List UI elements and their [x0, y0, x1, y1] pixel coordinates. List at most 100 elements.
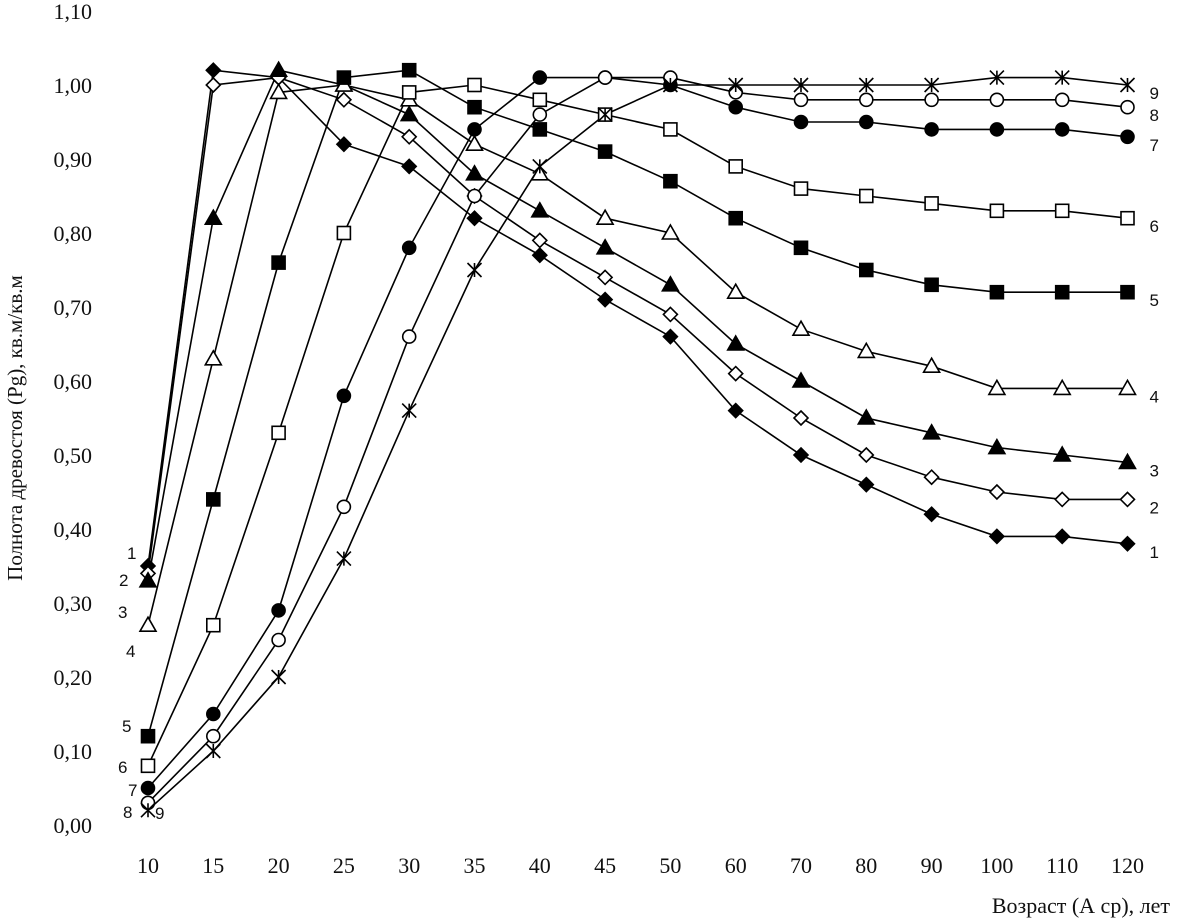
marker-series-5	[140, 728, 156, 744]
marker-series-4	[595, 208, 615, 225]
x-tick-label: 25	[333, 853, 355, 878]
marker-series-8	[793, 92, 809, 108]
marker-series-7	[140, 780, 156, 796]
series-end-label-7: 7	[1150, 136, 1159, 155]
series-end-labels: 1 2 3 4 5 6 7 8 9	[1150, 84, 1159, 562]
x-tick-label: 40	[529, 853, 551, 878]
marker-series-8	[1120, 99, 1135, 115]
x-tick-label: 15	[202, 853, 224, 878]
marker-series-1	[1054, 528, 1071, 545]
marker-series-2	[205, 76, 222, 94]
marker-series-2	[1054, 491, 1071, 508]
marker-series-3	[203, 208, 223, 225]
marker-series-3	[987, 437, 1007, 455]
marker-series-8	[271, 632, 286, 648]
marker-series-3	[1118, 452, 1137, 470]
marker-series-3	[269, 60, 288, 77]
marker-series-9	[793, 77, 809, 93]
marker-series-9	[597, 107, 613, 123]
marker-series-9	[140, 802, 156, 818]
marker-series-5	[728, 210, 744, 226]
marker-series-1	[662, 328, 679, 345]
marker-series-7	[989, 122, 1005, 137]
series-start-label-2: 2	[119, 571, 128, 590]
marker-series-3	[138, 571, 158, 588]
marker-series-4	[922, 356, 941, 374]
marker-series-2	[335, 91, 353, 108]
marker-series-3	[595, 238, 615, 255]
series-line-1	[147, 69, 1128, 567]
series-end-label-3: 3	[1150, 461, 1159, 480]
marker-series-7	[1120, 129, 1135, 145]
marker-series-6	[140, 758, 156, 774]
marker-series-7	[858, 114, 874, 130]
marker-series-3	[661, 275, 680, 292]
marker-series-6	[532, 92, 548, 108]
marker-series-6	[467, 77, 482, 93]
marker-series-2	[596, 269, 614, 286]
marker-series-6	[793, 181, 809, 196]
marker-series-5	[467, 99, 482, 115]
marker-series-6	[924, 196, 939, 211]
marker-series-9	[989, 70, 1005, 86]
marker-series-8	[858, 92, 874, 108]
marker-series-6	[271, 425, 286, 441]
marker-series-6	[401, 85, 417, 100]
x-tick-label: 70	[790, 853, 812, 878]
x-axis-ticks: 10 15 20 25 30 35 40 45 50 60 70 80 90 100 110 120	[137, 853, 1144, 878]
y-tick-label: 0,60	[54, 369, 93, 394]
marker-series-2	[792, 409, 810, 427]
marker-series-7	[924, 122, 939, 137]
marker-series-6	[206, 617, 221, 633]
marker-series-4	[726, 282, 746, 300]
marker-series-9	[1054, 70, 1070, 86]
marker-series-3	[922, 423, 941, 440]
marker-series-4	[987, 378, 1007, 396]
marker-series-9	[858, 77, 874, 93]
marker-series-1	[205, 62, 222, 79]
marker-series-7	[793, 114, 809, 130]
marker-series-2	[727, 365, 744, 382]
y-tick-label: 0,70	[54, 295, 93, 320]
x-tick-label: 100	[980, 853, 1013, 878]
y-tick-label: 1,00	[54, 73, 93, 98]
x-tick-label: 80	[855, 853, 877, 878]
marker-series-3	[465, 164, 484, 181]
x-tick-label: 30	[398, 853, 420, 878]
series-start-label-6: 6	[118, 758, 127, 777]
y-tick-label: 0,50	[54, 443, 93, 468]
series-start-label-7: 7	[128, 781, 137, 800]
marker-series-4	[203, 349, 223, 366]
y-axis-label: Полнота древостоя (Pg), кв.м/кв.м	[3, 275, 27, 581]
series-start-label-3: 3	[118, 603, 127, 622]
marker-series-9	[205, 743, 221, 759]
marker-series-3	[856, 408, 876, 425]
x-tick-label: 20	[268, 853, 290, 878]
marker-series-9	[924, 77, 940, 93]
marker-series-4	[791, 319, 811, 337]
marker-series-9	[532, 158, 548, 174]
marker-series-3	[726, 334, 746, 351]
series-line-6	[147, 84, 1128, 767]
marker-series-3	[1052, 445, 1072, 462]
marker-series-1	[401, 158, 418, 175]
marker-series-1	[531, 247, 548, 264]
marker-series-8	[401, 329, 417, 344]
marker-series-4	[138, 615, 158, 633]
marker-series-1	[988, 528, 1006, 545]
marker-series-1	[466, 210, 483, 227]
marker-series-2	[988, 483, 1006, 501]
marker-series-4	[269, 82, 288, 100]
marker-series-7	[401, 240, 417, 256]
marker-series-9	[336, 551, 352, 567]
marker-series-5	[793, 240, 809, 256]
y-axis-ticks: 0,00 0,10 0,20 0,30 0,40 0,50 0,60 0,70 0,80 0,90…	[54, 0, 93, 838]
marker-series-6	[989, 203, 1005, 219]
series-start-label-4: 4	[126, 642, 135, 661]
series-end-label-4: 4	[1150, 387, 1159, 406]
marker-series-3	[791, 371, 811, 388]
y-tick-label: 0,20	[54, 665, 93, 690]
marker-series-7	[336, 388, 352, 404]
marker-series-9	[1119, 77, 1136, 93]
marker-series-5	[989, 284, 1005, 300]
